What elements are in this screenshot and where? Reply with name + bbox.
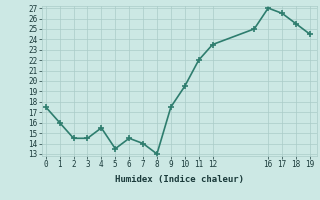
X-axis label: Humidex (Indice chaleur): Humidex (Indice chaleur) — [115, 175, 244, 184]
